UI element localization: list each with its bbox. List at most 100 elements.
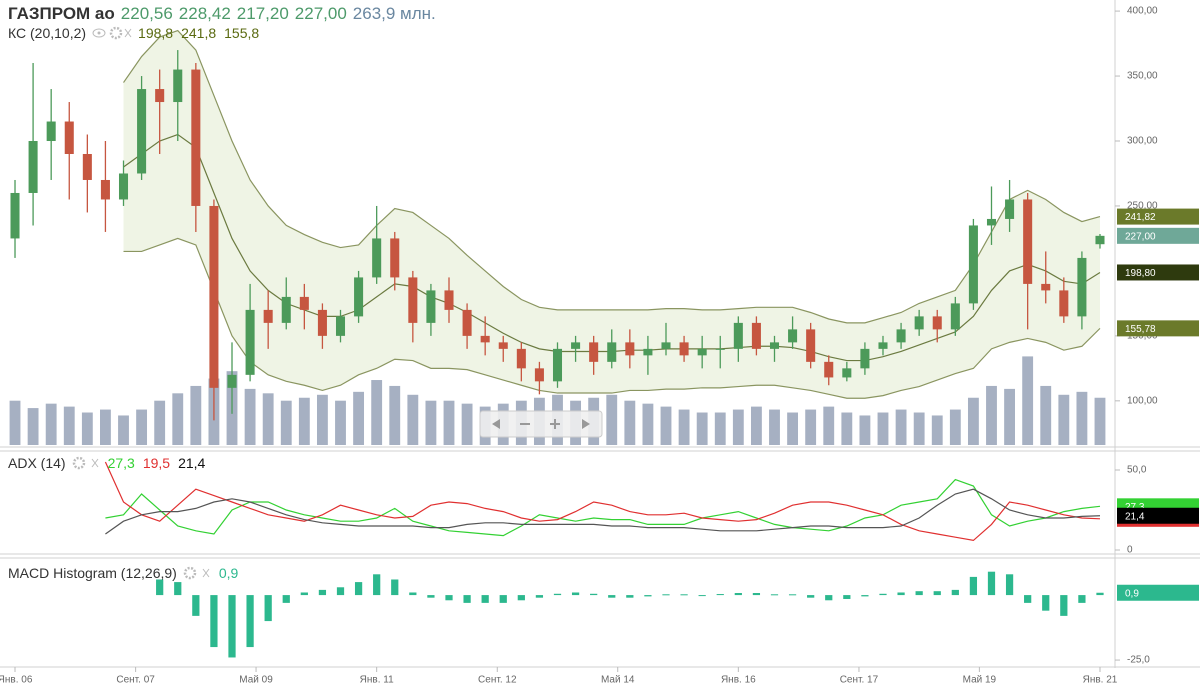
nav-right[interactable] <box>582 419 590 429</box>
candle-body <box>100 179 110 200</box>
price-tag-label: 27,3 <box>1125 502 1145 513</box>
histogram-bar <box>264 595 272 622</box>
volume-bar <box>750 406 762 445</box>
candle-body <box>64 121 74 154</box>
nav-control[interactable] <box>479 410 603 438</box>
histogram-bar <box>391 579 399 596</box>
candle-body <box>733 322 743 349</box>
histogram-bar <box>156 579 164 596</box>
adx-value: 27,3 <box>107 455 135 471</box>
volume-bar <box>407 394 419 445</box>
icons <box>183 566 210 580</box>
x-tick-label: Май 09 <box>239 675 273 686</box>
volume-bar <box>859 415 871 445</box>
histogram-bar <box>752 593 761 596</box>
volume-bar <box>1058 394 1070 445</box>
nav-plus[interactable] <box>550 419 560 429</box>
volume-bar <box>967 397 979 445</box>
candle-body <box>625 342 635 356</box>
candle-body <box>571 342 581 349</box>
candle-body <box>498 342 508 349</box>
candle-body <box>299 296 309 310</box>
candle-body <box>516 348 526 369</box>
candle-body <box>896 329 906 343</box>
volume-bar <box>841 412 853 445</box>
histogram-bar <box>445 595 453 601</box>
candle-body <box>534 368 544 382</box>
candle-body <box>118 173 129 200</box>
adx-value: 19,5 <box>142 455 171 471</box>
histogram-bar <box>300 592 308 596</box>
candle-body <box>46 121 56 142</box>
histogram-bar <box>1096 592 1104 596</box>
histogram-bar <box>662 594 670 596</box>
candle-body <box>878 342 888 349</box>
price-tag-label: 241,82 <box>1125 212 1156 223</box>
volume-bar <box>805 409 817 445</box>
candle-body <box>462 309 472 336</box>
histogram-bar <box>770 594 779 596</box>
histogram-bar <box>807 595 815 598</box>
indicator-line <box>105 488 1101 535</box>
candle-body <box>137 89 147 174</box>
histogram-bar <box>228 595 236 658</box>
macd-legend: MACD Histogram (12,26,9) 0,9 <box>8 565 238 581</box>
volume-bar <box>1076 391 1088 445</box>
histogram-bar <box>590 593 598 596</box>
volume-bar <box>877 412 889 445</box>
nav-left[interactable] <box>492 419 500 429</box>
candle-body <box>444 290 454 310</box>
candle-body <box>1077 257 1087 317</box>
macd-value: 0,9 <box>218 565 239 581</box>
x-tick-label: Май 19 <box>963 675 997 686</box>
candle-body <box>607 342 617 362</box>
histogram-bar <box>716 594 724 596</box>
histogram-bar <box>680 594 688 596</box>
volume-bar <box>823 406 835 445</box>
candle-body <box>950 303 960 330</box>
price-legend: ГАЗПРОМ ао 220,56 228,42 217,20 227,00 263,… <box>8 4 436 24</box>
histogram-bar <box>825 595 833 601</box>
x-tick-label: Янв. 11 <box>360 675 394 686</box>
candle-body <box>408 277 418 323</box>
candle-body <box>986 218 997 226</box>
volume-bar <box>443 400 455 445</box>
candle-body <box>552 348 563 382</box>
histogram-bar <box>499 595 507 603</box>
histogram-bar <box>626 595 634 598</box>
volume-bar <box>154 400 166 445</box>
icons <box>72 456 98 470</box>
y-tick-label: 350,00 <box>1127 71 1158 82</box>
histogram-bar <box>644 595 652 597</box>
volume-bar <box>262 393 274 445</box>
band-line <box>123 237 1101 399</box>
candle-body <box>354 277 364 317</box>
x-tick-label: Май 14 <box>601 675 635 686</box>
histogram-bar <box>553 593 562 596</box>
candle-body <box>426 290 436 323</box>
header-volume: 263,9 млн. <box>352 4 436 23</box>
histogram-bar <box>698 595 706 597</box>
candle-body <box>806 329 816 362</box>
candle-body <box>769 342 780 349</box>
histogram-bar <box>282 595 290 603</box>
histogram-bar <box>897 592 905 596</box>
price-tag-label: 198,80 <box>1125 268 1156 279</box>
candle-body <box>281 296 291 323</box>
volume-bar <box>172 393 184 445</box>
histogram-bar <box>1060 595 1068 616</box>
volume-bar <box>931 415 943 445</box>
candle-body <box>824 361 834 378</box>
price-tag <box>1117 264 1199 281</box>
volume-bar <box>1094 397 1106 445</box>
candle-body <box>227 374 237 388</box>
header-values: 220,56 228,42 217,20 227,00 <box>121 4 347 24</box>
histogram-bar <box>481 595 489 603</box>
volume-bar <box>425 400 437 445</box>
candle-body <box>263 309 273 323</box>
volume-bar <box>81 412 93 445</box>
candle-body <box>1059 290 1069 317</box>
histogram-bar <box>192 595 200 616</box>
